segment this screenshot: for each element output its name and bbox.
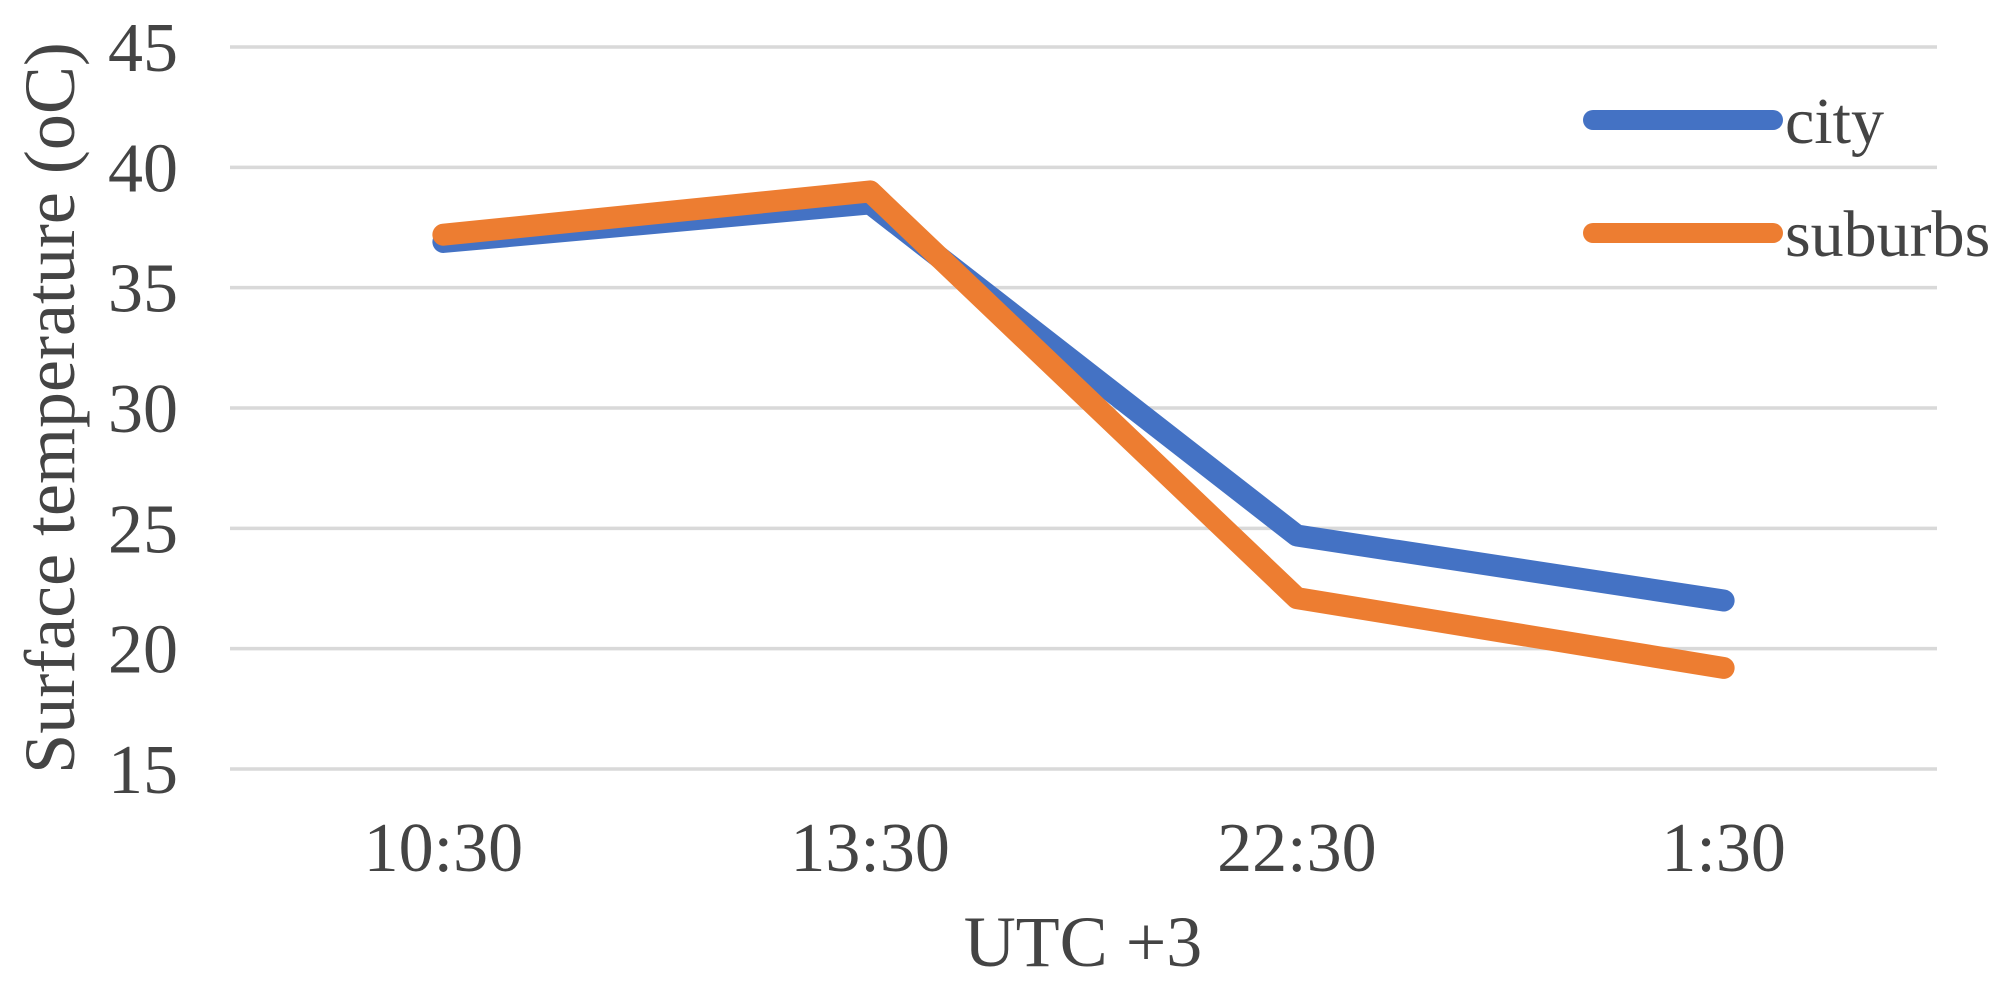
x-tick-label-22:30: 22:30 bbox=[1217, 810, 1376, 887]
x-tick-label-10:30: 10:30 bbox=[364, 810, 523, 887]
legend-label-suburbs: suburbs bbox=[1785, 198, 1990, 271]
x-axis-tick-labels: 10:30 13:30 22:30 1:30 bbox=[364, 810, 1786, 887]
y-tick-label-35: 35 bbox=[108, 251, 178, 328]
y-tick-label-45: 45 bbox=[108, 10, 178, 87]
y-axis-title: Surface temperature (oC) bbox=[10, 42, 90, 774]
legend-label-city: city bbox=[1785, 85, 1884, 158]
y-tick-label-30: 30 bbox=[108, 371, 178, 448]
series-lines-group bbox=[432, 180, 1735, 679]
x-tick-label-13:30: 13:30 bbox=[790, 810, 949, 887]
y-tick-label-40: 40 bbox=[108, 130, 178, 207]
y-tick-label-20: 20 bbox=[108, 612, 178, 689]
y-tick-label-25: 25 bbox=[108, 491, 178, 568]
gridlines-group bbox=[230, 45, 1937, 771]
legend: city suburbs bbox=[1583, 85, 1990, 271]
x-tick-label-1:30: 1:30 bbox=[1661, 810, 1785, 887]
y-tick-label-15: 15 bbox=[108, 732, 178, 809]
x-axis-title: UTC +3 bbox=[964, 902, 1203, 982]
y-axis-tick-labels: 15 20 25 30 35 40 45 bbox=[108, 10, 178, 809]
series-line-suburbs bbox=[432, 180, 1735, 679]
